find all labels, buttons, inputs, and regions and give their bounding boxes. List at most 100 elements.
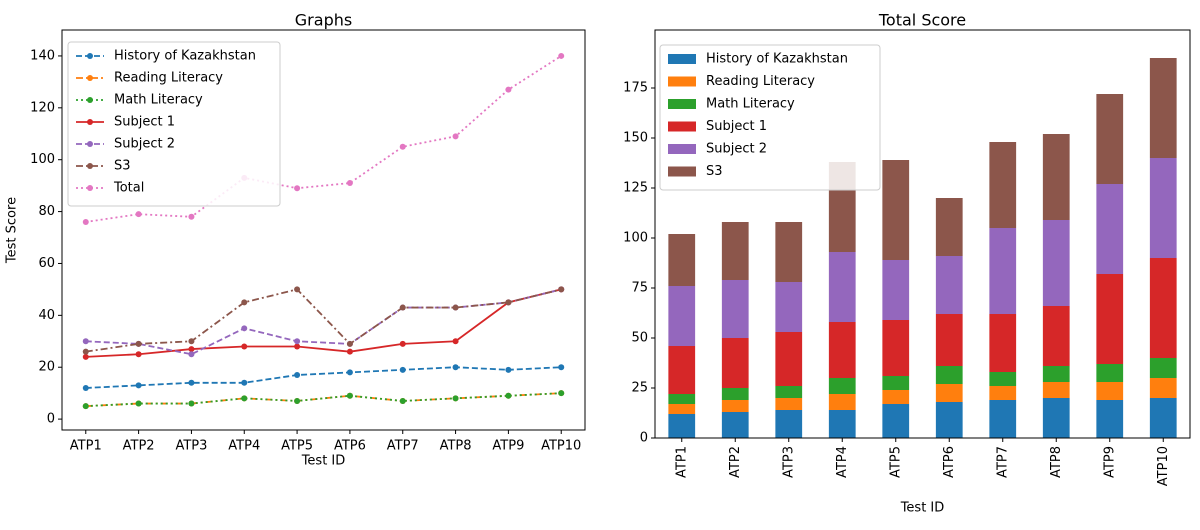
point: [399, 340, 406, 347]
legend-marker: [87, 141, 93, 147]
legend-label: History of Kazakhstan: [706, 52, 848, 67]
x-axis-label: Test ID: [301, 454, 346, 469]
x-tick-label: ATP3: [781, 446, 796, 478]
bar-segment: [1096, 382, 1124, 400]
point: [346, 180, 353, 187]
bar-segment: [721, 388, 749, 400]
point: [346, 348, 353, 355]
bar-segment: [721, 400, 749, 412]
y-tick-label: 50: [631, 331, 648, 346]
y-tick-label: 60: [38, 256, 55, 271]
bar-segment: [935, 198, 963, 256]
bar-segment: [1042, 398, 1070, 438]
series-line: [85, 392, 562, 408]
x-tick-label: ATP1: [674, 446, 689, 478]
point: [82, 218, 89, 225]
bar-segment: [1149, 158, 1177, 258]
legend-swatch: [668, 54, 696, 64]
series-line: [85, 392, 562, 408]
series-line: [85, 288, 562, 358]
point: [399, 366, 406, 373]
bar-segment: [668, 404, 696, 414]
point: [188, 346, 195, 353]
bar-segment: [1096, 94, 1124, 184]
y-tick-label: 120: [30, 100, 55, 115]
bar-segment: [668, 346, 696, 394]
y-axis-label: Test Score: [5, 197, 20, 264]
legend-label: Subject 2: [706, 142, 767, 157]
chart-title: Total Score: [878, 11, 966, 30]
y-tick-label: 150: [623, 131, 648, 146]
legend-marker: [87, 53, 93, 59]
bar-segment: [828, 322, 856, 378]
bar-segment: [775, 282, 803, 332]
legend-swatch: [668, 121, 696, 132]
point: [82, 353, 89, 360]
bar-segment: [882, 320, 910, 376]
bar-segment: [989, 386, 1017, 400]
chart-title: Graphs: [295, 11, 352, 30]
point: [241, 343, 248, 350]
x-tick-label: ATP2: [728, 446, 743, 478]
point: [241, 299, 248, 306]
bar-segment: [1042, 220, 1070, 306]
legend-label: Subject 1: [706, 119, 767, 134]
x-tick-label: ATP4: [228, 439, 260, 454]
y-tick-label: 175: [623, 81, 648, 96]
point: [82, 384, 89, 391]
point: [82, 348, 89, 355]
point: [399, 397, 406, 404]
bar-segment: [989, 314, 1017, 372]
bar-segment: [1042, 366, 1070, 382]
y-tick-label: 125: [623, 181, 648, 196]
x-axis-label: Test ID: [900, 501, 945, 516]
y-tick-label: 140: [30, 48, 55, 63]
legend-marker: [87, 97, 93, 103]
legend-swatch: [668, 144, 696, 154]
x-tick-label: ATP9: [492, 439, 524, 454]
bar-segment: [721, 222, 749, 280]
legend-label: Subject 2: [114, 137, 175, 152]
bar-segment: [1149, 258, 1177, 358]
point: [452, 338, 459, 345]
y-tick-label: 100: [623, 231, 648, 246]
point: [505, 86, 512, 93]
point: [188, 213, 195, 220]
point: [135, 400, 142, 407]
legend-label: History of Kazakhstan: [114, 49, 256, 64]
bar-segment: [775, 386, 803, 398]
bar-segment: [668, 286, 696, 346]
legend-marker: [87, 119, 93, 125]
y-tick-label: 20: [38, 360, 55, 375]
bar-segment: [989, 400, 1017, 438]
point: [188, 400, 195, 407]
point: [82, 403, 89, 410]
bar-segment: [882, 160, 910, 260]
x-tick-label: ATP10: [1156, 446, 1171, 486]
point: [135, 211, 142, 218]
bar-segment: [935, 256, 963, 314]
bar-segment: [828, 378, 856, 394]
legend-label: Math Literacy: [706, 97, 795, 112]
bar-segment: [882, 390, 910, 404]
bar-segment: [668, 234, 696, 286]
bar-segment: [1096, 400, 1124, 438]
bar-segment: [989, 372, 1017, 386]
x-tick-label: ATP4: [835, 446, 850, 478]
bar-segment: [828, 394, 856, 410]
series-line: [85, 366, 562, 389]
bar-segment: [1042, 306, 1070, 366]
bar-segment: [1149, 398, 1177, 438]
y-tick-label: 100: [30, 152, 55, 167]
point: [346, 392, 353, 399]
bar-segment: [882, 404, 910, 438]
bar-segment: [935, 314, 963, 366]
point: [558, 390, 565, 397]
y-tick-label: 0: [640, 431, 648, 446]
point: [135, 340, 142, 347]
bar-segment: [882, 260, 910, 320]
legend-swatch: [668, 76, 696, 87]
bar-segment: [935, 366, 963, 384]
x-tick-label: ATP6: [334, 439, 366, 454]
